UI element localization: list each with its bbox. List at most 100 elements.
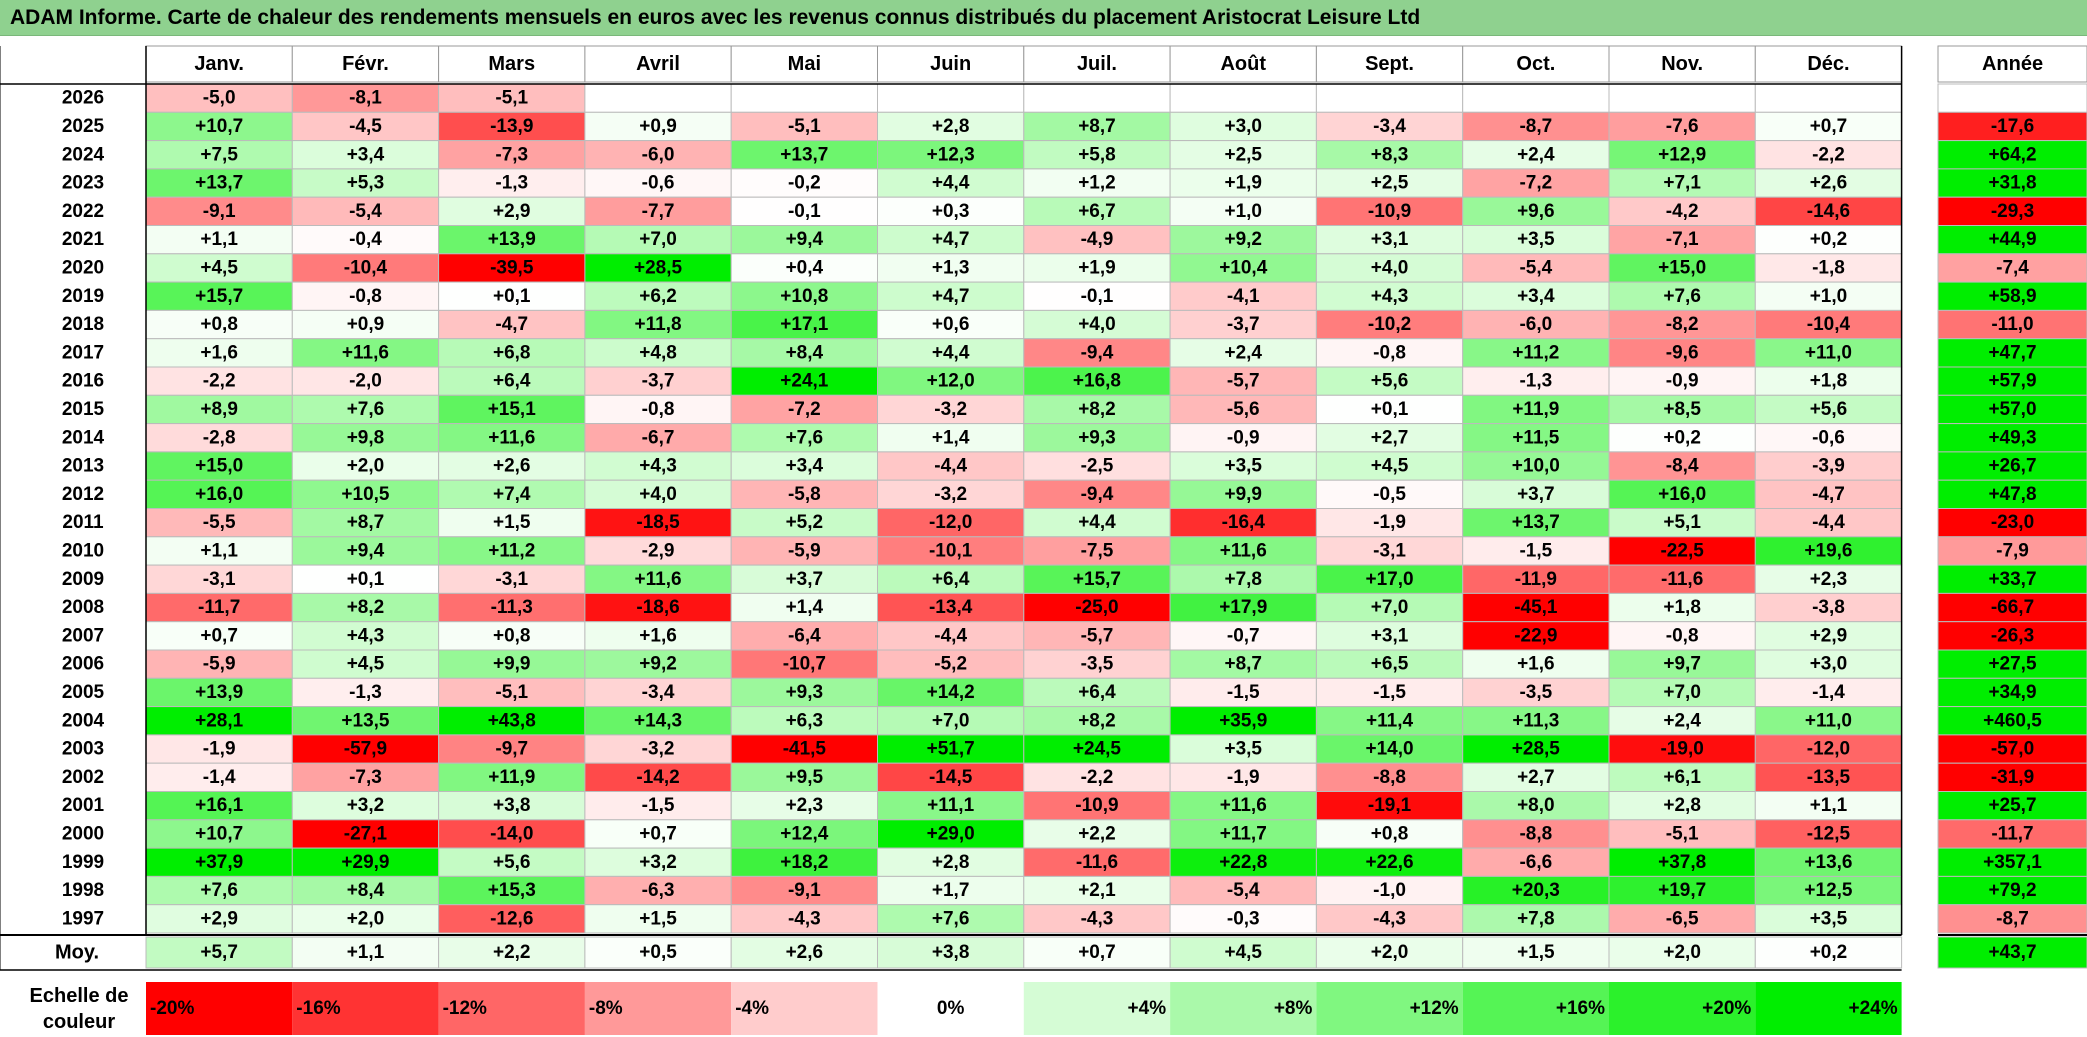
- heatmap-cell-value: -5,5: [203, 512, 236, 533]
- heatmap-cell-value: +1,9: [1224, 173, 1262, 194]
- heatmap-cell-value: +6,4: [932, 569, 970, 590]
- heatmap-cell-value: +22,6: [1366, 852, 1414, 873]
- heatmap-cell: [1754, 791, 1903, 821]
- heatmap-cell: [291, 111, 440, 142]
- average-cell: [1754, 936, 1903, 969]
- average-cell-value: +2,0: [1663, 942, 1701, 963]
- average-annual-cell: [1937, 936, 2087, 969]
- annual-cell: [1937, 904, 2087, 934]
- annual-cell: [1937, 706, 2087, 736]
- heatmap-cell: [145, 536, 293, 566]
- heatmap-cell-value: -7,7: [642, 201, 675, 222]
- year-cell: [0, 734, 146, 764]
- heatmap-cell: [1754, 875, 1903, 906]
- heatmap-cell-value: -3,2: [934, 399, 967, 420]
- annual-cell-value: -26,3: [1991, 625, 2034, 646]
- heatmap-cell-value: -19,1: [1368, 795, 1412, 816]
- heatmap-cell: [584, 819, 732, 849]
- heatmap-cell: [291, 309, 440, 340]
- heatmap-cell: [1023, 281, 1171, 311]
- heatmap-cell-value: -5,4: [349, 201, 382, 222]
- heatmap-cell: [877, 423, 1025, 453]
- heatmap-cell: [1023, 309, 1171, 340]
- heatmap-cell-value: -39,5: [490, 257, 534, 278]
- heatmap-cell-value: +5,6: [493, 852, 531, 873]
- scale-swatch: [438, 982, 585, 1035]
- scale-swatch-label: -8%: [589, 998, 623, 1019]
- heatmap-cell-value: +3,5: [1517, 229, 1555, 250]
- heatmap-cell-value: -8,4: [1666, 456, 1699, 477]
- heatmap-cell-value: +4,5: [1371, 456, 1409, 477]
- heatmap-cell-value: +3,4: [1517, 286, 1555, 307]
- heatmap-cell: [1315, 734, 1464, 764]
- heatmap-cell-value: +7,0: [932, 710, 970, 731]
- year-label: 2023: [62, 173, 104, 194]
- year-label: 2019: [62, 286, 104, 307]
- scale-label-line1: Echelle de: [30, 985, 129, 1007]
- heatmap-cell-value: +1,1: [1810, 795, 1848, 816]
- heatmap-cell: [145, 366, 293, 396]
- heatmap-cell-value: -1,9: [203, 739, 236, 760]
- annual-cell-value: -7,9: [1996, 540, 2029, 561]
- heatmap-cell: [877, 791, 1025, 821]
- heatmap-cell: [1754, 479, 1903, 510]
- annual-cell: [1937, 649, 2087, 679]
- heatmap-cell-value: -11,7: [198, 597, 240, 618]
- heatmap-cell: [145, 564, 293, 594]
- heatmap-cell-value: -0,9: [1666, 371, 1699, 392]
- heatmap-cell: [1315, 536, 1464, 566]
- heatmap-cell-value: -1,8: [1812, 257, 1845, 278]
- heatmap-cell-value: +4,5: [347, 654, 385, 675]
- heatmap-cell: [1754, 706, 1903, 736]
- heatmap-cell: [1169, 734, 1317, 764]
- heatmap-cell-value: +4,5: [200, 257, 238, 278]
- heatmap-cell: [1315, 677, 1464, 708]
- year-cell: [0, 593, 146, 622]
- scale-swatch: [1755, 982, 1902, 1035]
- heatmap-cell: [145, 621, 293, 651]
- heatmap-cell: [291, 819, 440, 849]
- heatmap-cell-value: -3,4: [1373, 116, 1406, 137]
- heatmap-cell: [877, 83, 1025, 113]
- heatmap-cell-value: +0,9: [347, 314, 385, 335]
- heatmap-cell: [438, 140, 586, 170]
- annual-cell: [1937, 225, 2087, 255]
- heatmap-cell: [1315, 168, 1464, 198]
- heatmap-cell: [1754, 281, 1903, 311]
- heatmap-cell: [1169, 423, 1317, 453]
- heatmap-cell: [1462, 762, 1610, 793]
- heatmap-cell-value: -0,6: [642, 173, 675, 194]
- annual-cell: [1937, 366, 2087, 396]
- heatmap-cell-value: +2,6: [1810, 173, 1848, 194]
- heatmap-cell-value: -5,7: [1081, 625, 1114, 646]
- heatmap-cell: [1462, 366, 1610, 396]
- heatmap-cell-value: +11,6: [1220, 540, 1267, 561]
- heatmap-cell: [1462, 847, 1610, 877]
- heatmap-cell-value: +15,3: [488, 880, 536, 901]
- heatmap-cell-value: -10,7: [783, 654, 826, 675]
- heatmap-cell: [1169, 847, 1317, 877]
- year-label: 2008: [62, 597, 104, 618]
- heatmap-cell-value: +8,4: [347, 880, 385, 901]
- heatmap-cell: [584, 338, 732, 368]
- scale-swatch-label: -20%: [150, 998, 194, 1019]
- year-label: 2022: [62, 201, 104, 222]
- year-cell: [0, 650, 146, 679]
- heatmap-cell: [730, 649, 879, 679]
- annual-cell-value: +33,7: [1988, 569, 2036, 590]
- month-header-label: Juil.: [1077, 53, 1117, 75]
- heatmap-cell-value: +11,0: [1805, 710, 1852, 731]
- annual-cell-value: +79,2: [1988, 880, 2036, 901]
- heatmap-cell: [1315, 111, 1464, 142]
- heatmap-cell-value: +1,9: [1078, 257, 1116, 278]
- year-cell: [0, 508, 146, 537]
- heatmap-cell-value: +11,1: [927, 795, 974, 816]
- average-cell: [1169, 936, 1317, 969]
- heatmap-cell-value: +3,7: [1517, 484, 1555, 505]
- annual-cell: [1937, 564, 2087, 594]
- heatmap-cell-value: +1,7: [932, 880, 970, 901]
- heatmap-cell-value: +17,9: [1219, 597, 1267, 618]
- heatmap-cell-value: +12,0: [927, 371, 975, 392]
- heatmap-cell-value: -1,5: [642, 795, 675, 816]
- heatmap-cell: [1754, 762, 1903, 793]
